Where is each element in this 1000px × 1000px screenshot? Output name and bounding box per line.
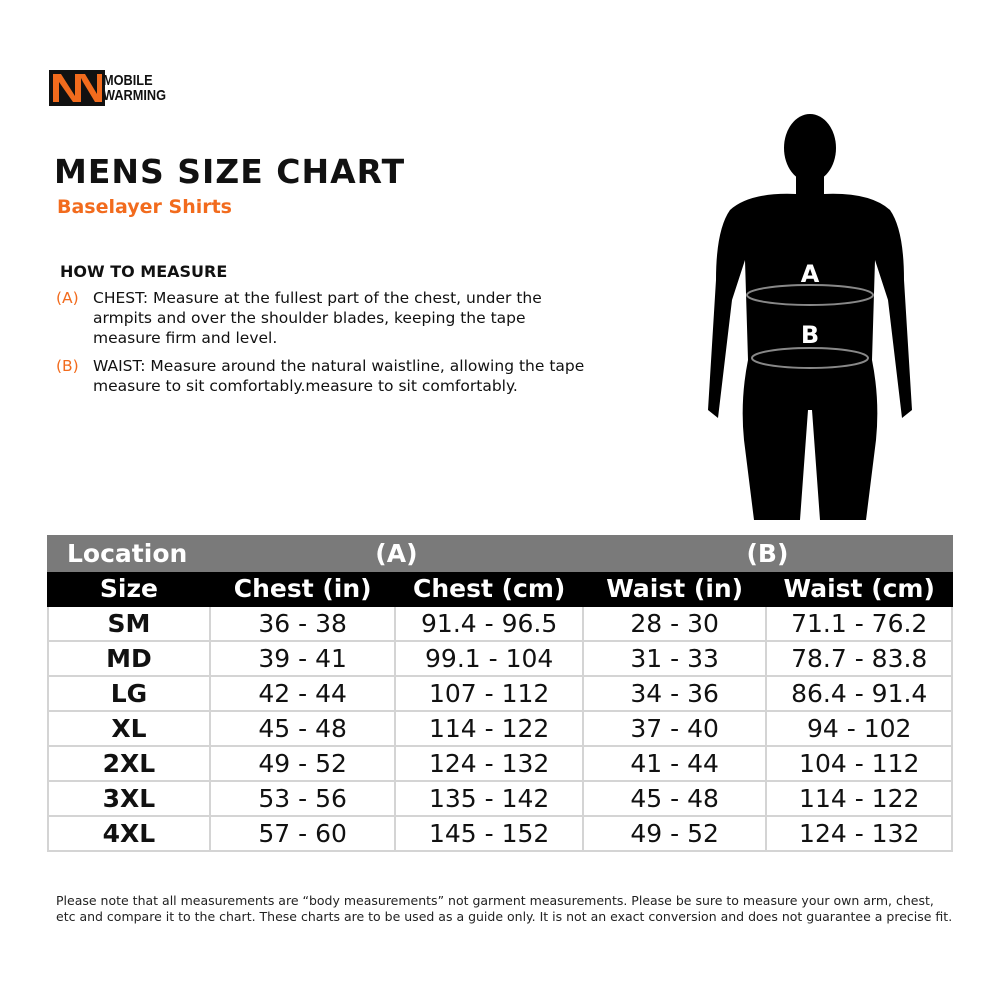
- size-cell: SM: [47, 605, 211, 642]
- value-cell: 78.7 - 83.8: [765, 640, 953, 677]
- table-row: MD 39 - 41 99.1 - 104 31 - 33 78.7 - 83.8: [47, 640, 953, 677]
- column-header: Chest (cm): [394, 570, 584, 607]
- table-row: SM 36 - 38 91.4 - 96.5 28 - 30 71.1 - 76.2: [47, 605, 953, 642]
- value-cell: 71.1 - 76.2: [765, 605, 953, 642]
- value-cell: 107 - 112: [394, 675, 584, 712]
- value-cell: 31 - 33: [581, 640, 768, 677]
- value-cell: 42 - 44: [208, 675, 397, 712]
- value-cell: 39 - 41: [208, 640, 397, 677]
- brand-line-2: WARMING: [103, 87, 167, 104]
- value-cell: 45 - 48: [208, 710, 397, 747]
- value-cell: 49 - 52: [208, 745, 397, 782]
- measure-text: CHEST: Measure at the fullest part of th…: [93, 289, 542, 347]
- location-label: Location: [47, 535, 211, 572]
- size-table: Location (A) (B) Size Chest (in) Chest (cm…: [47, 535, 954, 852]
- logo-mark-icon: [49, 70, 105, 106]
- column-header: Waist (in): [581, 570, 768, 607]
- group-b: (B): [581, 535, 954, 572]
- label-b: B: [801, 321, 819, 349]
- value-cell: 86.4 - 91.4: [765, 675, 953, 712]
- body-silhouette: A B: [708, 114, 912, 520]
- table-row: XL 45 - 48 114 - 122 37 - 40 94 - 102: [47, 710, 953, 747]
- value-cell: 49 - 52: [581, 815, 768, 852]
- value-cell: 41 - 44: [581, 745, 768, 782]
- value-cell: 57 - 60: [208, 815, 397, 852]
- value-cell: 114 - 122: [765, 780, 953, 817]
- table-row: 3XL 53 - 56 135 - 142 45 - 48 114 - 122: [47, 780, 953, 817]
- measure-item-waist: (B) WAIST: Measure around the natural wa…: [56, 356, 596, 396]
- measure-text: WAIST: Measure around the natural waistl…: [93, 357, 585, 395]
- value-cell: 94 - 102: [765, 710, 953, 747]
- value-cell: 99.1 - 104: [394, 640, 584, 677]
- value-cell: 145 - 152: [394, 815, 584, 852]
- measure-key: (A): [56, 289, 79, 307]
- brand-line-1: MOBILE: [103, 72, 153, 89]
- size-cell: MD: [47, 640, 211, 677]
- value-cell: 36 - 38: [208, 605, 397, 642]
- measure-key: (B): [56, 357, 79, 375]
- column-header: Size: [47, 570, 211, 607]
- size-cell: 4XL: [47, 815, 211, 852]
- size-cell: LG: [47, 675, 211, 712]
- size-cell: XL: [47, 710, 211, 747]
- page-title: MENS SIZE CHART: [54, 152, 406, 191]
- table-row: LG 42 - 44 107 - 112 34 - 36 86.4 - 91.4: [47, 675, 953, 712]
- column-header: Waist (cm): [765, 570, 953, 607]
- value-cell: 114 - 122: [394, 710, 584, 747]
- value-cell: 34 - 36: [581, 675, 768, 712]
- page-subtitle: Baselayer Shirts: [57, 196, 232, 218]
- label-a: A: [801, 260, 820, 288]
- column-header: Chest (in): [208, 570, 397, 607]
- disclaimer-note: Please note that all measurements are “b…: [56, 893, 953, 924]
- value-cell: 124 - 132: [394, 745, 584, 782]
- value-cell: 28 - 30: [581, 605, 768, 642]
- value-cell: 124 - 132: [765, 815, 953, 852]
- location-row: Location (A) (B): [47, 535, 954, 572]
- value-cell: 91.4 - 96.5: [394, 605, 584, 642]
- value-cell: 104 - 112: [765, 745, 953, 782]
- value-cell: 135 - 142: [394, 780, 584, 817]
- how-to-heading: HOW TO MEASURE: [60, 262, 228, 281]
- table-row: 2XL 49 - 52 124 - 132 41 - 44 104 - 112: [47, 745, 953, 782]
- value-cell: 37 - 40: [581, 710, 768, 747]
- group-a: (A): [208, 535, 584, 572]
- value-cell: 45 - 48: [581, 780, 768, 817]
- value-cell: 53 - 56: [208, 780, 397, 817]
- brand-logo: MOBILE WARMING: [49, 70, 177, 106]
- table-row: 4XL 57 - 60 145 - 152 49 - 52 124 - 132: [47, 815, 953, 852]
- measure-item-chest: (A) CHEST: Measure at the fullest part o…: [56, 288, 596, 348]
- size-cell: 3XL: [47, 780, 211, 817]
- header-row: Size Chest (in) Chest (cm) Waist (in) Waist …: [47, 570, 953, 607]
- size-cell: 2XL: [47, 745, 211, 782]
